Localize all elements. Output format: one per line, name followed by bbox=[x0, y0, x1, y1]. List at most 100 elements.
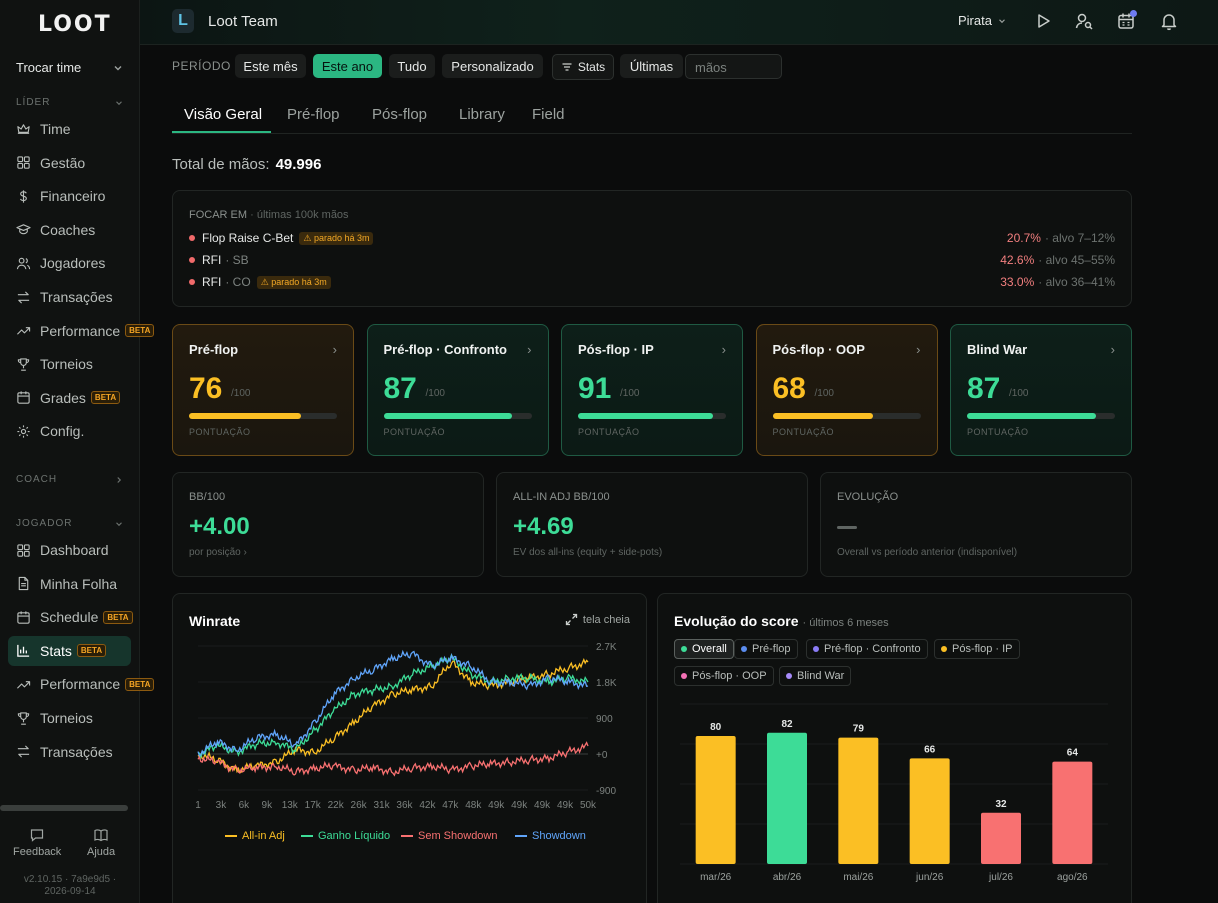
sidebar-item-label: Gestão bbox=[40, 154, 86, 171]
filter-este-ano[interactable]: Este ano bbox=[313, 54, 382, 78]
x-tick-label: 13k bbox=[282, 800, 299, 811]
sidebar-item-coaches[interactable]: Coaches bbox=[16, 218, 95, 242]
section-coach[interactable]: COACH bbox=[16, 474, 124, 485]
feedback-button[interactable]: Feedback bbox=[13, 827, 61, 858]
legend-item-all-in-adj[interactable]: All-in Adj bbox=[225, 830, 285, 842]
sidebar-item-performance[interactable]: Performance BETA bbox=[16, 672, 155, 696]
x-tick-label: 1 bbox=[195, 800, 201, 811]
focus-header: FOCAR EM · últimas 100k mãos bbox=[189, 209, 349, 221]
app-logo[interactable]: LOOT bbox=[38, 12, 112, 37]
focus-item[interactable]: Flop Raise C-Bet ⚠ parado há 3m 20.7% · alv… bbox=[189, 231, 1115, 245]
filter-tudo[interactable]: Tudo bbox=[389, 54, 435, 78]
bar-value-label: 79 bbox=[853, 724, 865, 735]
sidebar-item-label: Performance bbox=[40, 676, 121, 693]
sidebar-item-torneios[interactable]: Torneios bbox=[16, 352, 93, 376]
score-bar[interactable] bbox=[909, 758, 950, 864]
score-bar[interactable] bbox=[981, 812, 1021, 864]
focus-item-name: RFI bbox=[202, 275, 222, 289]
chevron-right-icon: › bbox=[721, 342, 726, 357]
chip-pre-flop-confronto[interactable]: Pré-flop · Confronto bbox=[806, 639, 928, 659]
stat-label: EVOLUÇÃO bbox=[837, 491, 899, 503]
version-string: v2.10.15 · 7a9e9d5 · bbox=[23, 874, 117, 885]
team-name[interactable]: Loot Team bbox=[208, 13, 278, 30]
user-search-icon[interactable] bbox=[1074, 11, 1094, 31]
stat-card-bb-100[interactable]: BB/100 +4.00 por posição › bbox=[172, 472, 484, 577]
score-bar[interactable] bbox=[767, 732, 807, 864]
score-card-pos-flop-oop[interactable]: Pós-flop · OOP › 68/100 PONTUAÇÃO bbox=[755, 324, 938, 456]
section-jogador[interactable]: JOGADOR bbox=[16, 518, 124, 529]
focus-item-position: · SB bbox=[225, 253, 249, 267]
graduation-cap-icon bbox=[16, 224, 31, 235]
score-card-pos-flop-ip[interactable]: Pós-flop · IP › 91/100 PONTUAÇÃO bbox=[561, 324, 743, 456]
sidebar-item-time[interactable]: Time bbox=[16, 117, 71, 141]
chip-pre-flop[interactable]: Pré-flop bbox=[734, 639, 798, 659]
user-menu[interactable]: Pirata bbox=[958, 13, 1007, 28]
score-bar-chart[interactable]: 80 mar/26 82 abr/26 79 mai/26 66 jun/26 32 jul/26… bbox=[658, 694, 1133, 894]
sidebar-item-jogadores[interactable]: Jogadores bbox=[16, 251, 105, 275]
bar-value-label: 82 bbox=[781, 719, 793, 730]
tab-visao-geral[interactable]: Visão Geral bbox=[184, 106, 263, 123]
users-icon bbox=[16, 257, 31, 270]
x-tick-label: 48k bbox=[465, 800, 482, 811]
score-card-pre-flop-confronto[interactable]: Pré-flop · Confronto › 87/100 PONTUAÇÃO bbox=[366, 324, 549, 456]
legend-item-showdown[interactable]: Showdown bbox=[515, 830, 586, 842]
stats-filter-button[interactable]: Stats bbox=[552, 54, 614, 80]
play-icon[interactable] bbox=[1033, 11, 1053, 31]
sidebar-item-schedule[interactable]: Schedule BETA bbox=[16, 605, 133, 629]
sidebar-item-minha-folha[interactable]: Minha Folha bbox=[16, 572, 117, 596]
sidebar-item-performance[interactable]: Performance BETA bbox=[16, 319, 155, 343]
team-switcher[interactable]: Trocar time bbox=[16, 60, 124, 75]
tab-pre-flop[interactable]: Pré-flop bbox=[287, 106, 340, 123]
score-card-pre-flop[interactable]: Pré-flop › 76/100 PONTUAÇÃO bbox=[172, 324, 354, 456]
sidebar: LOOT Trocar time LÍDER Time Gestão Finance… bbox=[0, 0, 155, 903]
sidebar-item-grades[interactable]: Grades BETA bbox=[16, 386, 121, 410]
tab-pos-flop[interactable]: Pós-flop bbox=[372, 106, 428, 123]
sidebar-item-stats[interactable]: Stats BETA bbox=[8, 635, 131, 666]
sidebar-item-torneios[interactable]: Torneios bbox=[16, 706, 93, 730]
sidebar-item-gestao[interactable]: Gestão bbox=[16, 151, 85, 175]
sidebar-scrollbar[interactable] bbox=[0, 805, 128, 811]
stat-subtitle: Overall vs período anterior (indisponíve… bbox=[837, 547, 1018, 558]
legend-swatch bbox=[401, 835, 413, 837]
empty-value-dash bbox=[837, 526, 857, 529]
focus-item[interactable]: RFI · SB 42.6% · alvo 45–55% bbox=[189, 253, 1115, 267]
bar-value-label: 32 bbox=[995, 799, 1007, 810]
focus-item-name: RFI bbox=[202, 253, 222, 267]
tab-field[interactable]: Field bbox=[532, 106, 565, 123]
help-button[interactable]: Ajuda bbox=[87, 827, 115, 858]
hands-input[interactable]: mãos bbox=[685, 54, 782, 79]
score-bar[interactable] bbox=[1052, 761, 1093, 864]
filter-personalizado[interactable]: Personalizado bbox=[442, 54, 543, 78]
focus-item[interactable]: RFI · CO ⚠ parado há 3m 33.0% · alvo 36–41% bbox=[189, 275, 1115, 289]
chip-pos-flop-ip[interactable]: Pós-flop · IP bbox=[934, 639, 1020, 659]
chip-blind-war[interactable]: Blind War bbox=[779, 666, 852, 686]
calendar-icon[interactable] bbox=[1116, 11, 1136, 31]
tab-library[interactable]: Library bbox=[459, 106, 505, 123]
sidebar-item-label: Torneios bbox=[40, 356, 93, 373]
sidebar-item-dashboard[interactable]: Dashboard bbox=[16, 538, 109, 562]
chevron-down-icon bbox=[116, 521, 122, 526]
score-denominator: /100 bbox=[425, 388, 445, 399]
sidebar-item-financeiro[interactable]: Financeiro bbox=[16, 184, 105, 208]
filter-este-mes[interactable]: Este mês bbox=[235, 54, 306, 78]
score-label: PONTUAÇÃO bbox=[772, 427, 835, 437]
score-bar[interactable] bbox=[695, 736, 736, 864]
legend-item-sem-showdown[interactable]: Sem Showdown bbox=[401, 830, 498, 842]
team-logo[interactable]: L bbox=[172, 9, 194, 33]
bar-category-label: mai/26 bbox=[843, 872, 873, 883]
sidebar-item-transacoes[interactable]: Transações bbox=[16, 740, 113, 764]
score-bar[interactable] bbox=[838, 737, 879, 864]
sidebar-item-label: Performance bbox=[40, 322, 121, 339]
score-card-blind-war[interactable]: Blind War › 87/100 PONTUAÇÃO bbox=[950, 324, 1132, 456]
chip-overall[interactable]: Overall bbox=[674, 639, 734, 659]
fullscreen-button[interactable]: tela cheia bbox=[565, 613, 630, 626]
sidebar-item-config[interactable]: Config. bbox=[16, 419, 84, 443]
chip-pos-flop-oop[interactable]: Pós-flop · OOP bbox=[674, 666, 774, 686]
section-lider[interactable]: LÍDER bbox=[16, 97, 124, 108]
sidebar-item-transacoes[interactable]: Transações bbox=[16, 285, 113, 309]
score-evolution-panel: Evolução do score · últimos 6 meses Overa… bbox=[657, 593, 1132, 903]
legend-item-ganho-liquido[interactable]: Ganho Líquido bbox=[301, 830, 390, 842]
bell-icon[interactable] bbox=[1159, 11, 1179, 31]
stat-subtitle[interactable]: por posição › bbox=[189, 547, 247, 558]
